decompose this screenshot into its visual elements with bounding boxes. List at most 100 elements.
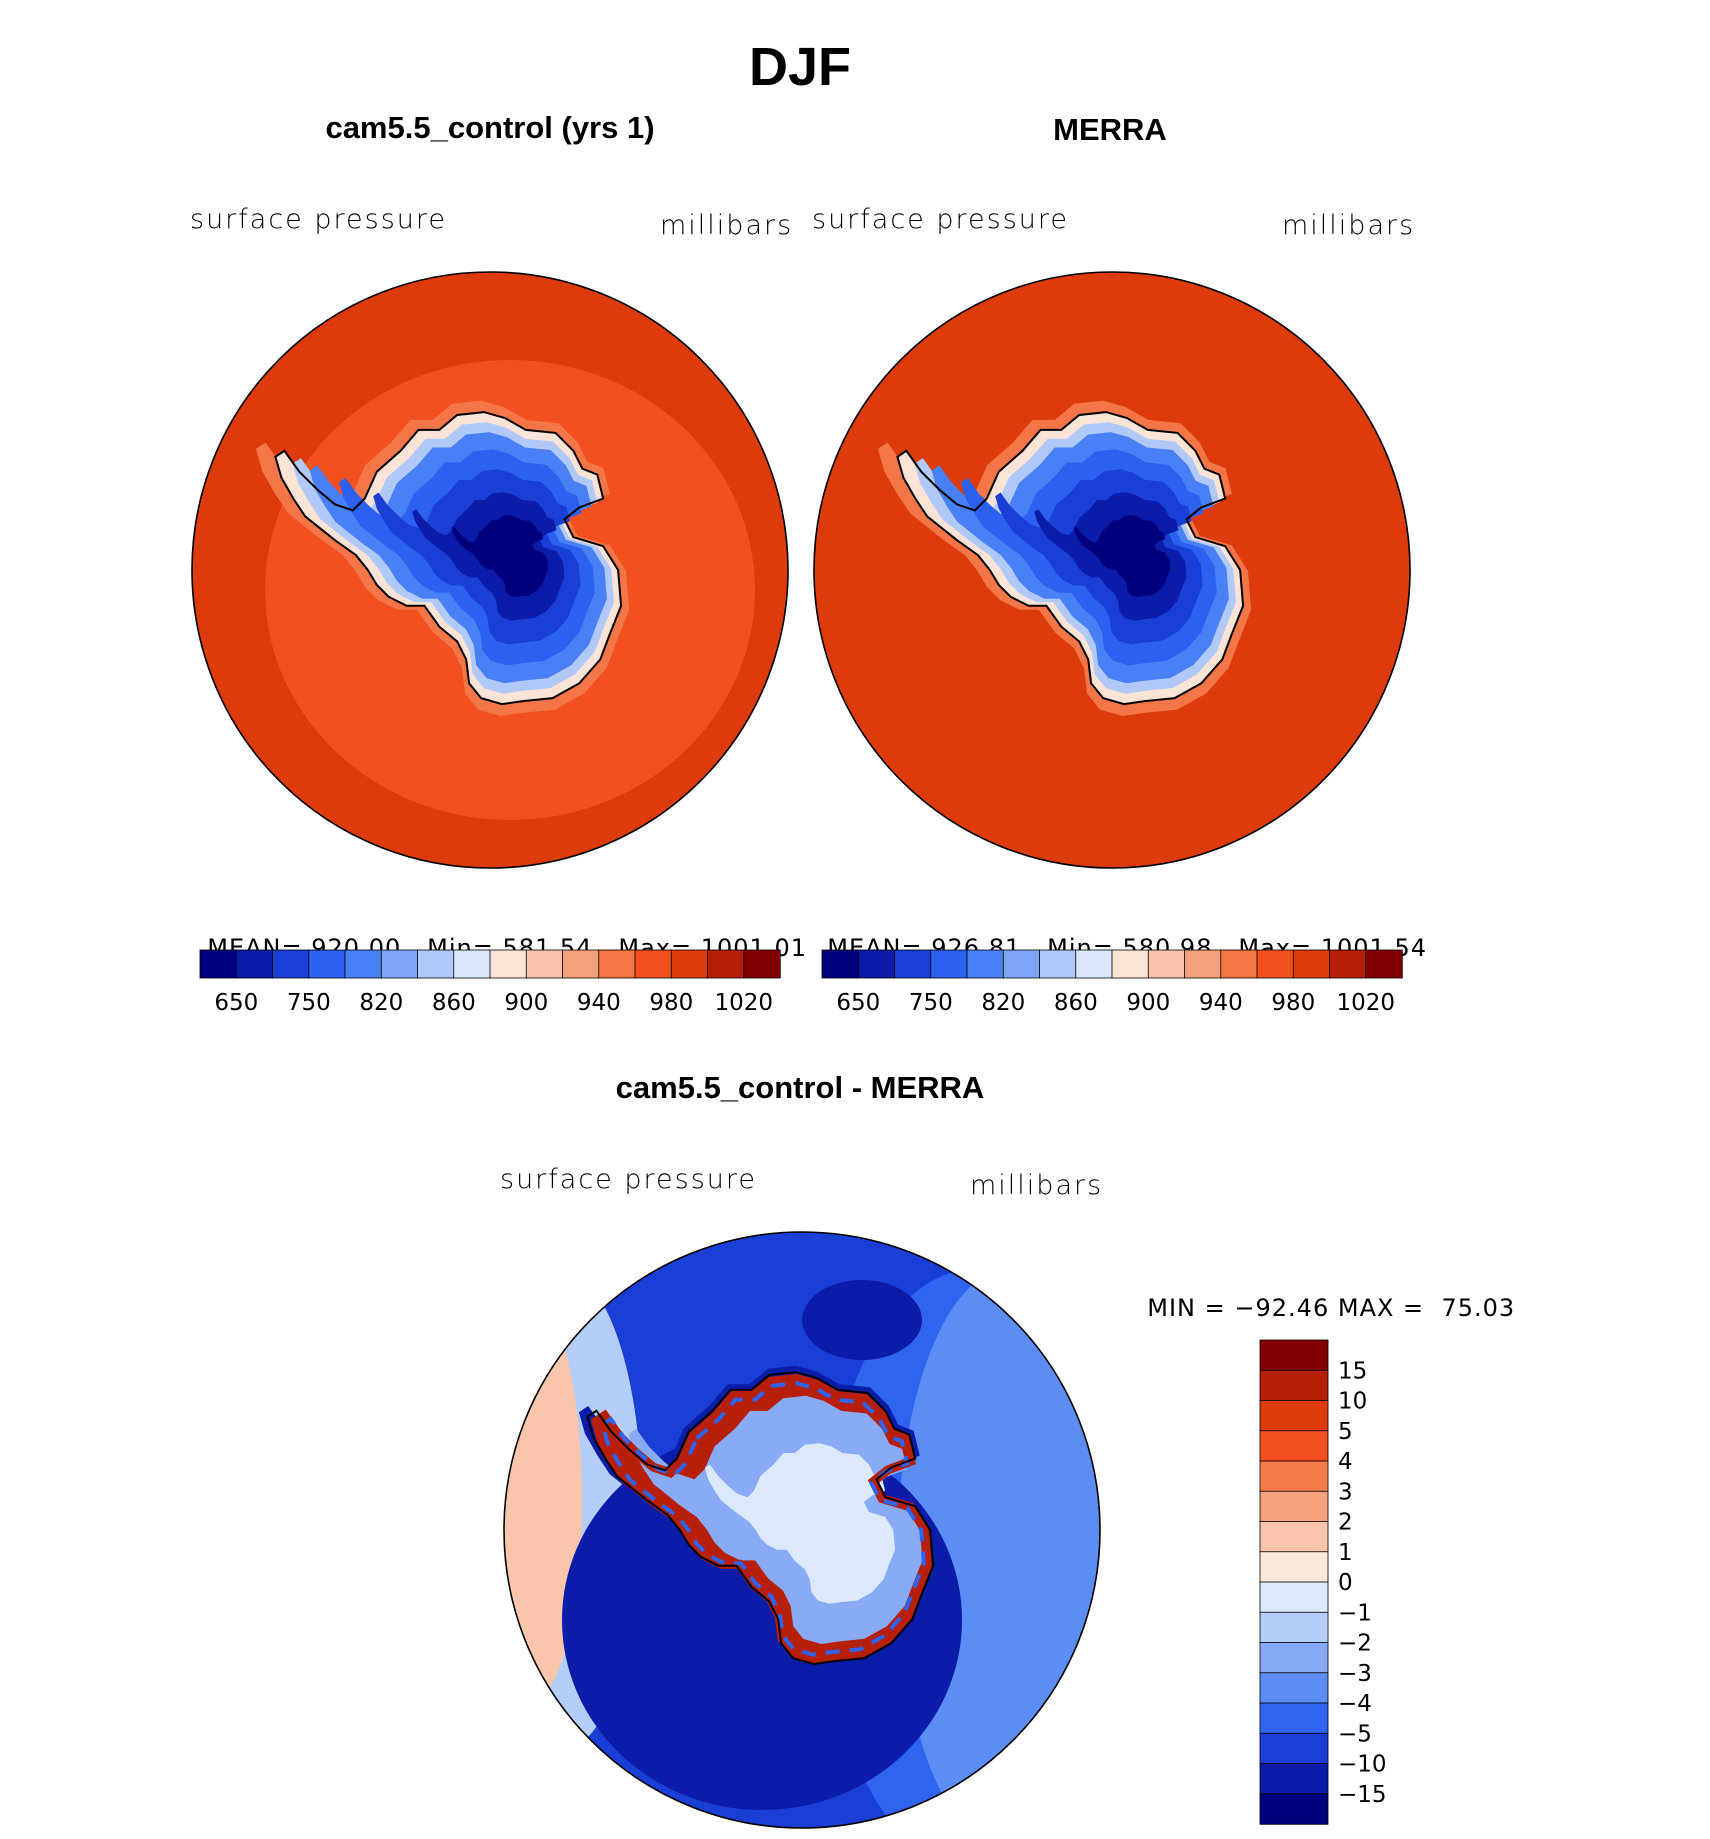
colorbar-swatch <box>598 949 636 979</box>
colorbar-swatch <box>1184 949 1222 979</box>
panel-2-units: millibars <box>1282 210 1416 241</box>
colorbar-swatch <box>1259 1611 1329 1644</box>
coastline <box>586 1371 935 1666</box>
colorbar-swatch <box>308 949 346 979</box>
colorbar-swatch <box>1259 1732 1329 1765</box>
panel-3-stats: MIN = −92.46 MAX = 75.03 <box>1130 1266 1515 1322</box>
colorbar-tick-label: 940 <box>1199 990 1243 1016</box>
colorbar-tick-label: 5 <box>1338 1419 1353 1445</box>
colorbar-tick-label: 980 <box>649 990 693 1016</box>
colorbar-tick-label: −3 <box>1338 1661 1372 1687</box>
colorbar-tick-label: 3 <box>1338 1479 1353 1505</box>
land-contour-7 <box>1073 515 1171 597</box>
colorbar-swatch <box>966 949 1004 979</box>
land-contour-7 <box>451 515 549 597</box>
colorbar-swatch <box>821 949 859 979</box>
colorbar-swatch <box>1075 949 1113 979</box>
colorbar-swatch <box>857 949 896 979</box>
colorbar-swatch <box>1259 1400 1329 1432</box>
colorbar-swatch <box>1259 1490 1329 1523</box>
colorbar-swatch <box>1259 1793 1329 1825</box>
colorbar-tick-label: 1020 <box>1337 990 1396 1016</box>
colorbar-tick-label: −2 <box>1338 1631 1372 1657</box>
colorbar-swatch <box>1259 1702 1329 1734</box>
colorbar-swatch <box>199 949 237 979</box>
panel-3-max-label: MAX = <box>1337 1294 1425 1322</box>
map-boundary <box>503 1231 1101 1829</box>
colorbar-tick-label: 940 <box>577 990 621 1016</box>
ocean-low-patch <box>802 1280 922 1360</box>
colorbar-tick-label: 4 <box>1338 1449 1353 1475</box>
colorbar-swatch <box>1039 949 1077 979</box>
colorbar-swatch <box>1220 949 1258 979</box>
colorbar-tick-label: 820 <box>981 990 1025 1016</box>
colorbar-tick-label: 820 <box>359 990 403 1016</box>
land-core <box>704 1443 895 1604</box>
panel-1-variable: surface pressure <box>190 204 447 235</box>
colorbar-swatch <box>272 949 310 979</box>
colorbar-swatch <box>894 949 932 979</box>
colorbar-swatch <box>930 949 968 979</box>
colorbar-swatch <box>1259 1581 1329 1613</box>
colorbar-swatch <box>1002 949 1041 979</box>
colorbar-tick-label: 860 <box>432 990 476 1016</box>
colorbar-swatch <box>1147 949 1186 979</box>
colorbar-tick-label: −1 <box>1338 1600 1372 1626</box>
figure-title: DJF <box>748 37 851 97</box>
colorbar-swatch <box>1259 1521 1329 1553</box>
colorbar-tick-label: −15 <box>1338 1782 1387 1808</box>
colorbar-swatch <box>1259 1551 1329 1583</box>
panel-2-variable: surface pressure <box>812 204 1069 235</box>
map-boundary <box>813 271 1411 869</box>
panel-1-title: cam5.5_control (yrs 1) <box>325 110 655 145</box>
panel-3-min-label: MIN = <box>1147 1294 1226 1322</box>
colorbar-swatch <box>1259 1369 1329 1402</box>
colorbar-swatch <box>525 949 564 979</box>
colorbar-tick-label: 1 <box>1338 1540 1353 1566</box>
colorbar-tick-label: 650 <box>214 990 258 1016</box>
panel-1-units: millibars <box>660 210 794 241</box>
colorbar-tick-label: 650 <box>836 990 880 1016</box>
colorbar-swatch <box>1256 949 1294 979</box>
colorbar-swatch <box>1259 1339 1329 1371</box>
coastline <box>274 411 623 706</box>
colorbar-tick-label: 750 <box>909 990 953 1016</box>
colorbar-tick-label: 860 <box>1054 990 1098 1016</box>
panel-3-title: cam5.5_control - MERRA <box>615 1070 985 1105</box>
coastal-contrast-ring <box>590 1373 933 1664</box>
colorbar-swatch <box>235 949 274 979</box>
colorbar-swatch <box>707 949 745 979</box>
colorbar-swatch <box>1292 949 1331 979</box>
colorbar-swatch <box>344 949 382 979</box>
colorbar-swatch <box>1259 1430 1329 1462</box>
panel-3-units: millibars <box>970 1170 1104 1201</box>
colorbar-tick-label: 980 <box>1271 990 1315 1016</box>
colorbar-swatch <box>1259 1763 1329 1795</box>
colorbar-swatch <box>380 949 419 979</box>
colorbar-tick-label: 0 <box>1338 1570 1353 1596</box>
panel-3-variable: surface pressure <box>500 1164 757 1195</box>
colorbar-swatch <box>634 949 672 979</box>
colorbar-swatch <box>743 949 781 979</box>
colorbar-tick-label: −5 <box>1338 1721 1372 1747</box>
colorbar-swatch <box>1259 1672 1329 1704</box>
panel-2-colorbar: 650 750 820 860 900 940 980 1020 <box>821 949 1403 1016</box>
coastal-positive-bias <box>600 1381 926 1657</box>
colorbar-swatch <box>670 949 709 979</box>
colorbar-tick-label: 2 <box>1338 1510 1353 1536</box>
coastline <box>896 411 1245 706</box>
colorbar-swatch <box>489 949 527 979</box>
panel-3-max-value: 75.03 <box>1441 1294 1516 1322</box>
panel-3-min-value: −92.46 <box>1234 1294 1330 1322</box>
colorbar-swatch <box>1111 949 1149 979</box>
colorbar-tick-label: 1020 <box>715 990 774 1016</box>
colorbar-swatch <box>453 949 491 979</box>
colorbar-tick-label: −10 <box>1338 1752 1387 1778</box>
panel-3-map <box>503 1231 1101 1829</box>
colorbar-swatch <box>1365 949 1403 979</box>
panel-2-title: MERRA <box>1053 112 1167 147</box>
colorbar-tick-label: 750 <box>287 990 331 1016</box>
colorbar-tick-label: 900 <box>504 990 548 1016</box>
colorbar-swatch <box>1259 1460 1329 1492</box>
